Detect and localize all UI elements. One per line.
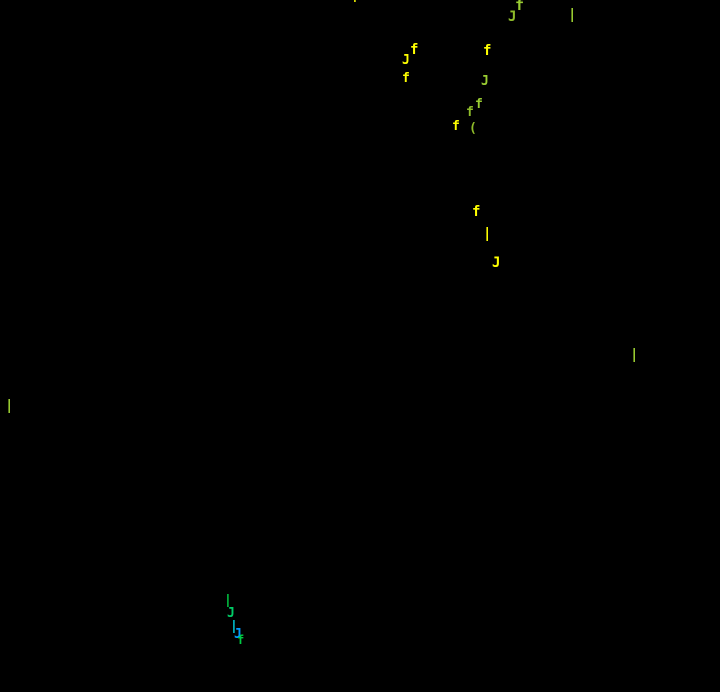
glyph-char: f	[466, 106, 474, 119]
glyph-char: f	[402, 72, 410, 85]
glyph-char: |	[630, 348, 639, 362]
glyph-char: |	[483, 227, 492, 241]
glyph-char: f	[475, 98, 483, 111]
glyph-char: J	[402, 54, 410, 67]
glyph-char: J	[481, 75, 489, 88]
glyph-char: f	[515, 0, 525, 13]
glyph-char: f	[483, 44, 492, 58]
glyph-char: f	[237, 634, 245, 646]
glyph-char: J	[508, 10, 517, 24]
glyph-char: |	[230, 620, 238, 633]
glyph-char: (	[469, 122, 477, 135]
glyph-char: f	[472, 205, 481, 219]
glyph-char: f	[452, 120, 460, 133]
glyph-char: |	[5, 399, 14, 413]
glyph-char: |	[568, 8, 577, 22]
glyph-char: f	[410, 43, 419, 57]
glyph-char: J	[234, 628, 242, 641]
glyph-char: J	[227, 607, 235, 620]
glyph-char: |	[351, 0, 359, 2]
glyph-char: J	[492, 256, 501, 270]
glyph-char: |	[224, 594, 232, 607]
